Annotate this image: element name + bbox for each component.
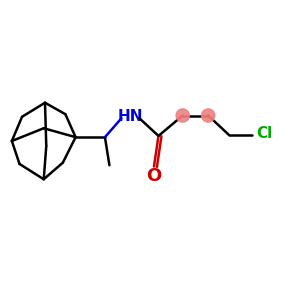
Text: HN: HN bbox=[118, 109, 143, 124]
Circle shape bbox=[176, 109, 189, 122]
Circle shape bbox=[202, 109, 215, 122]
Text: O: O bbox=[146, 167, 162, 185]
Text: Cl: Cl bbox=[256, 126, 272, 141]
